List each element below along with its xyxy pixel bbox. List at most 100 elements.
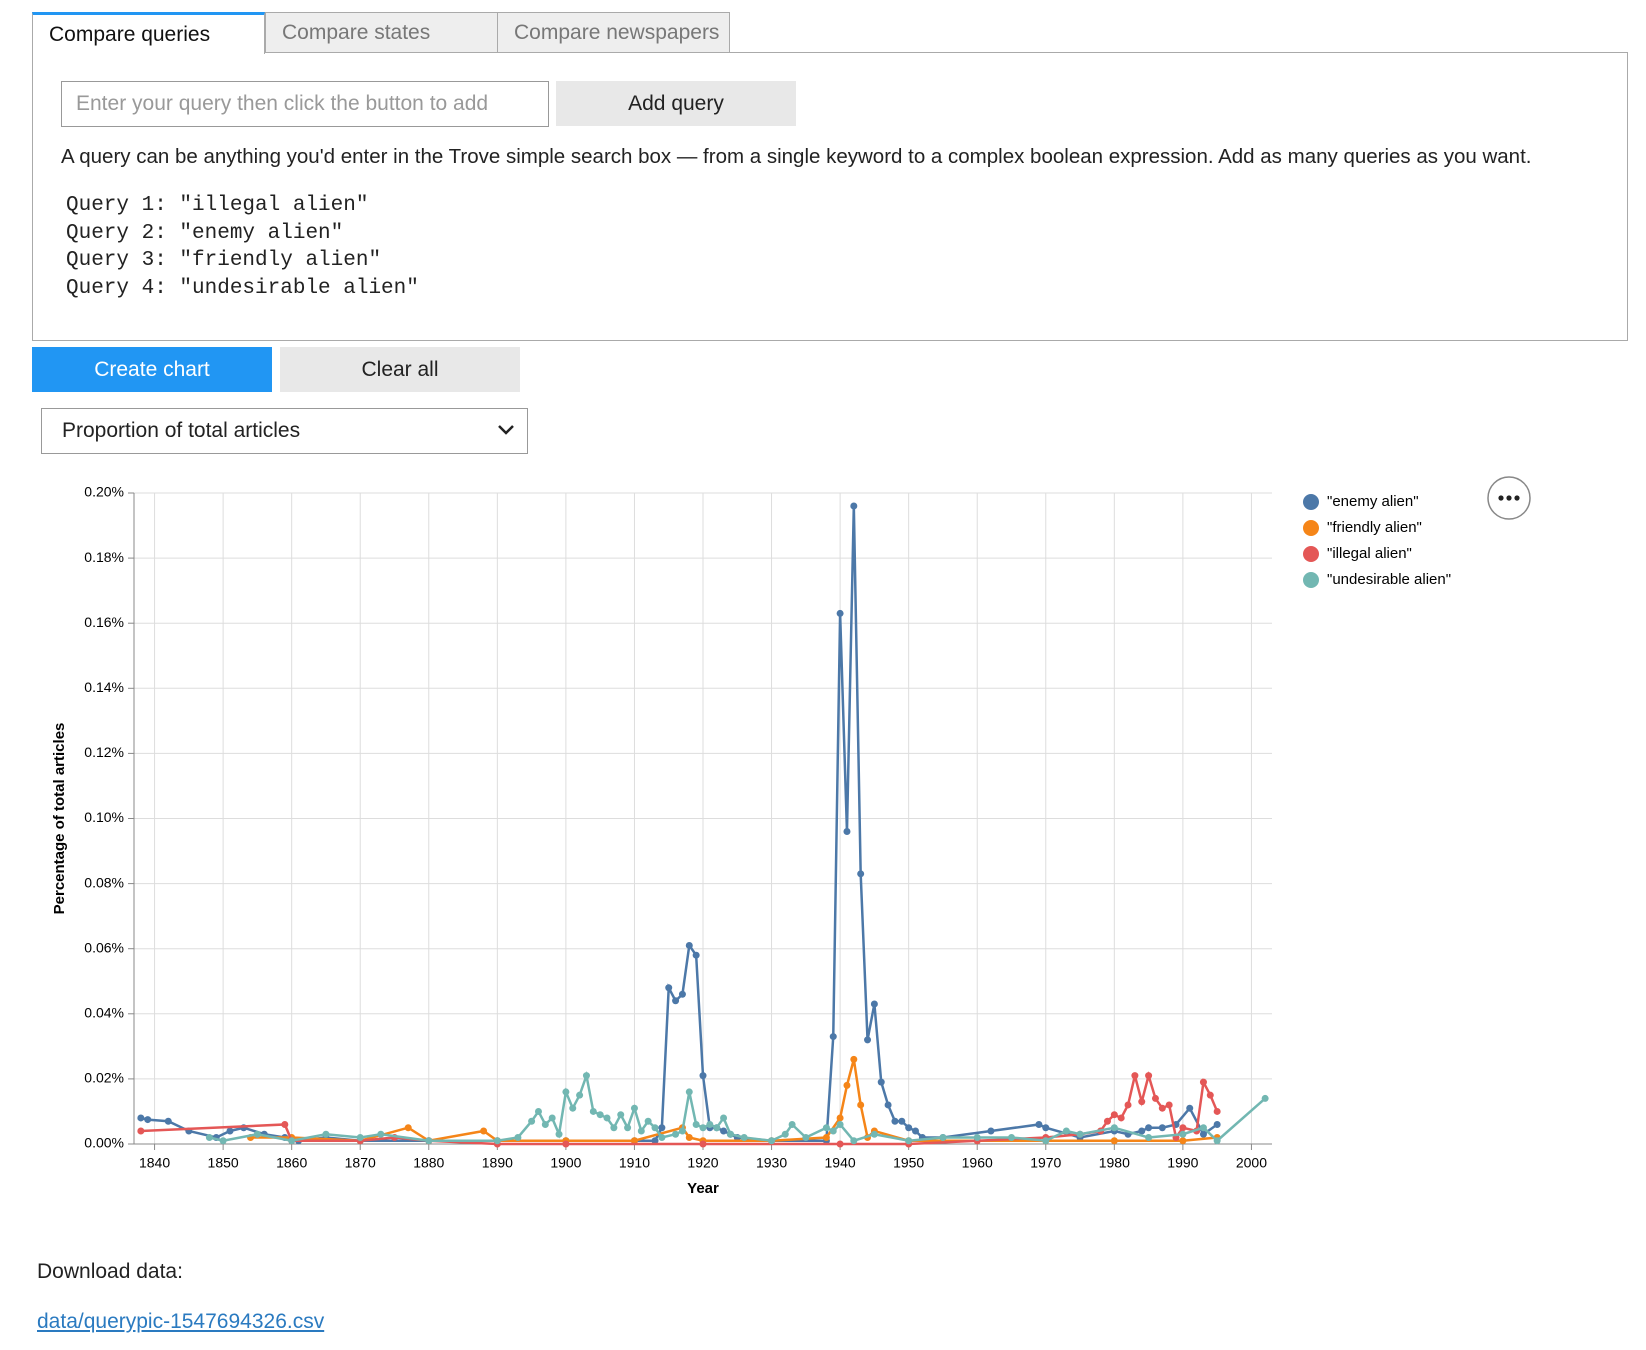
data-point xyxy=(1042,1124,1050,1132)
legend-swatch xyxy=(1303,546,1319,562)
y-tick-label: 0.18% xyxy=(84,549,124,565)
clear-all-button[interactable]: Clear all xyxy=(280,347,520,392)
tab[interactable]: Compare queries xyxy=(32,12,265,54)
menu-dot xyxy=(1506,495,1512,501)
data-point xyxy=(678,990,686,998)
data-point xyxy=(1145,1072,1153,1080)
x-tick-label: 1910 xyxy=(619,1155,650,1171)
data-point xyxy=(692,951,700,959)
data-point xyxy=(836,1114,844,1122)
data-point xyxy=(720,1127,728,1135)
x-tick-label: 1840 xyxy=(139,1155,170,1171)
data-point xyxy=(898,1117,906,1125)
data-point xyxy=(658,1133,666,1141)
data-point xyxy=(1110,1111,1118,1119)
data-point xyxy=(637,1127,645,1135)
data-point xyxy=(281,1120,289,1128)
data-point xyxy=(672,997,680,1005)
data-point xyxy=(569,1104,577,1112)
y-tick-label: 0.06% xyxy=(84,939,124,955)
x-tick-label: 1880 xyxy=(413,1155,444,1171)
data-point xyxy=(658,1124,666,1132)
data-point xyxy=(226,1127,234,1135)
data-point xyxy=(685,1133,693,1141)
data-point xyxy=(836,609,844,617)
x-tick-label: 1870 xyxy=(345,1155,376,1171)
y-tick-label: 0.10% xyxy=(84,809,124,825)
y-tick-label: 0.12% xyxy=(84,744,124,760)
data-point xyxy=(624,1124,632,1132)
x-tick-label: 1970 xyxy=(1030,1155,1061,1171)
data-point xyxy=(1179,1124,1187,1132)
data-point xyxy=(137,1127,145,1135)
x-tick-label: 1920 xyxy=(687,1155,718,1171)
x-tick-label: 1860 xyxy=(276,1155,307,1171)
data-point xyxy=(603,1114,611,1122)
data-point xyxy=(1117,1114,1125,1122)
x-tick-label: 1900 xyxy=(550,1155,581,1171)
data-point xyxy=(1035,1120,1043,1128)
data-point xyxy=(617,1111,625,1119)
data-point xyxy=(829,1033,837,1041)
data-point xyxy=(528,1117,536,1125)
data-point xyxy=(877,1078,885,1086)
data-point xyxy=(1042,1137,1050,1145)
query-line: Query 4: "undesirable alien" xyxy=(66,277,419,300)
add-query-button[interactable]: Add query xyxy=(556,81,796,126)
data-point xyxy=(850,1137,858,1145)
data-point xyxy=(768,1137,776,1145)
data-point xyxy=(1151,1094,1159,1102)
x-axis-title: Year xyxy=(687,1180,719,1197)
data-point xyxy=(205,1133,213,1141)
data-point xyxy=(514,1133,522,1141)
dropdown-arrow xyxy=(498,425,514,435)
query-input[interactable]: Enter your query then click the button t… xyxy=(61,81,549,127)
data-point xyxy=(493,1137,501,1145)
data-point xyxy=(582,1072,590,1080)
data-point xyxy=(555,1130,563,1138)
data-point xyxy=(1110,1124,1118,1132)
query-line: Query 3: "friendly alien" xyxy=(66,249,382,272)
data-point xyxy=(1261,1094,1269,1102)
x-tick-label: 1930 xyxy=(756,1155,787,1171)
legend-label: "enemy alien" xyxy=(1327,493,1419,510)
x-tick-label: 1940 xyxy=(825,1155,856,1171)
x-tick-label: 1980 xyxy=(1099,1155,1130,1171)
create-chart-button[interactable]: Create chart xyxy=(32,347,272,392)
data-point xyxy=(843,1081,851,1089)
data-point xyxy=(870,1130,878,1138)
data-point xyxy=(1179,1137,1187,1145)
download-link[interactable]: data/querypic-1547694326.csv xyxy=(37,1310,325,1333)
data-point xyxy=(692,1120,700,1128)
data-point xyxy=(1145,1124,1153,1132)
data-point xyxy=(905,1124,913,1132)
tab[interactable]: Compare newspapers xyxy=(497,12,730,53)
data-point xyxy=(576,1091,584,1099)
data-point xyxy=(973,1133,981,1141)
data-point xyxy=(843,828,851,836)
data-point xyxy=(404,1124,412,1132)
series-line xyxy=(140,505,1218,1143)
data-point xyxy=(630,1137,638,1145)
x-tick-label: 1960 xyxy=(962,1155,993,1171)
data-point xyxy=(1138,1098,1146,1106)
data-point xyxy=(939,1133,947,1141)
data-point xyxy=(562,1140,570,1148)
data-point xyxy=(685,1088,693,1096)
data-point xyxy=(836,1120,844,1128)
data-point xyxy=(1124,1101,1132,1109)
data-point xyxy=(713,1124,721,1132)
data-point xyxy=(644,1117,652,1125)
data-point xyxy=(356,1133,364,1141)
x-tick-label: 1950 xyxy=(893,1155,924,1171)
data-point xyxy=(253,1130,261,1138)
data-point xyxy=(480,1127,488,1135)
data-point xyxy=(377,1130,385,1138)
y-tick-label: 0.16% xyxy=(84,614,124,630)
data-point xyxy=(1110,1137,1118,1145)
y-tick-label: 0.08% xyxy=(84,874,124,890)
legend-label: "undesirable alien" xyxy=(1327,571,1451,588)
measure-select[interactable]: Proportion of total articles xyxy=(41,408,528,454)
tab[interactable]: Compare states xyxy=(265,12,498,53)
